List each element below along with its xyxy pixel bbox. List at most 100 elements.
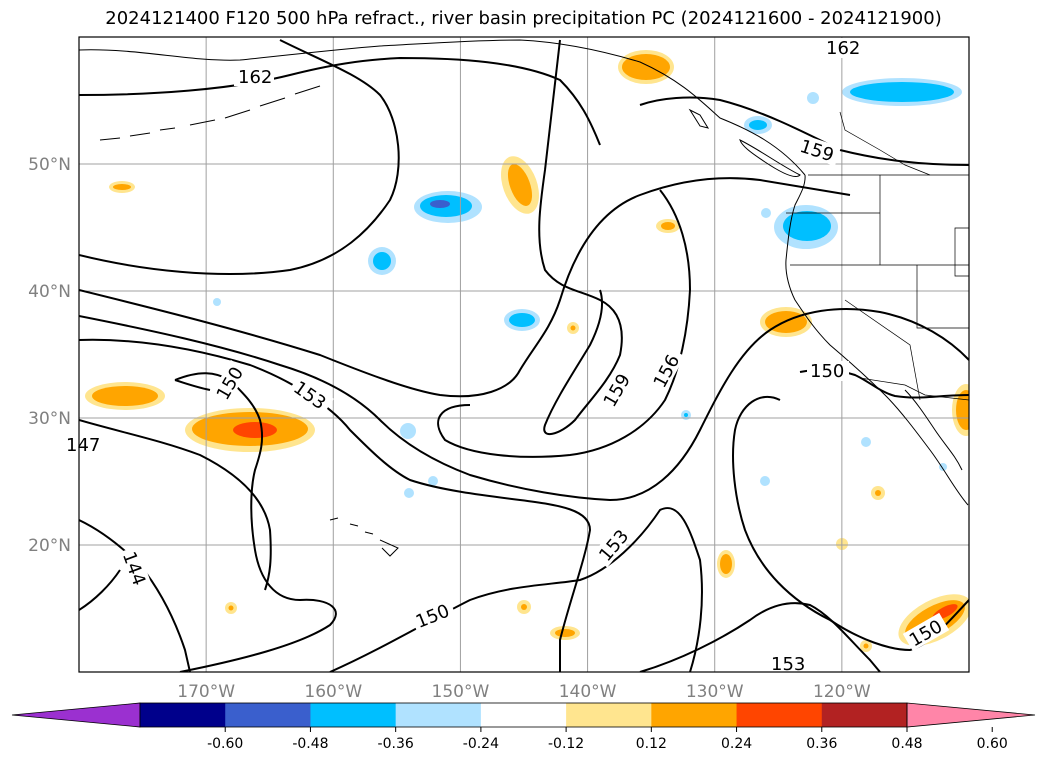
alaska-coastline [79,39,806,176]
contour-label: 150 [413,601,453,633]
axis-tick-labels: 20°N 30°N 40°N 50°N 170°W 160°W 150°W 140°W 130°… [28,155,871,702]
precip-negative-area [760,476,770,486]
contour-label: 162 [238,67,272,88]
precip-negative-area [761,208,771,218]
colorbar-segment [566,703,652,727]
precip-positive-area [875,490,881,496]
colorbar-tick-label: 0.48 [891,736,922,752]
precip-negative-area [807,92,819,104]
colorbar-tick-label: -0.24 [463,736,499,752]
precip-negative-area [213,298,221,306]
contour-label: 144 [118,549,149,588]
precip-positive-area [720,554,732,574]
colorbar-tick-label: -0.36 [378,736,414,752]
colorbar-tick-label: 0.36 [806,736,837,752]
contour-147 [79,419,272,591]
precip-positive-area [661,222,675,230]
political-borders [786,111,969,401]
map-frame [78,36,970,673]
colorbar-segment [736,703,823,727]
precip-negative-area [400,423,416,439]
colorbar-segment [310,703,397,727]
baja-california [904,389,963,471]
precip-negative-area [861,437,871,447]
precip-positive-area [92,386,158,406]
colorbar-segment [480,703,567,727]
precip-negative-area [404,488,414,498]
aleutian-islands [99,85,321,141]
gridlines [79,37,969,672]
us-mexico-border [859,377,969,401]
colorbar-extend-min [11,702,141,728]
hawaii-islands [329,517,399,557]
precip-negative-area [783,211,831,241]
contour-156 [437,189,692,458]
contour-label: 162 [826,38,860,59]
lat-tick-label: 40°N [28,282,71,302]
contour-labels: 162 162 159 159 156 153 153 153 150 150 … [66,38,950,675]
precip-negative-area [428,476,438,486]
lat-tick-label: 30°N [28,409,71,429]
colorbar-tick-label: -0.60 [207,736,243,752]
precip-positive-area [622,54,670,80]
lat-tick-label: 20°N [28,536,71,556]
contour-159 [79,39,400,276]
contour-150 [329,507,703,672]
vancouver-island [739,139,801,177]
colorbar-segment [140,703,226,727]
contour-162 [79,56,969,166]
contour-144 [79,519,191,672]
precip-negative-area [373,252,391,270]
precip-positive-area [555,629,575,637]
contour-153 [639,602,881,672]
precip-positive-area [228,605,234,611]
colorbar-segment [395,703,482,727]
precip-negative-area [749,120,767,130]
contour-144 [79,569,121,611]
precip-positive-area [956,390,969,430]
lon-tick-label: 130°W [686,682,744,702]
map-title: 2024121400 F120 500 hPa refract., river … [105,8,942,29]
canada-interior-border [839,111,931,176]
colorbar-extend-max [906,702,1036,728]
colorbar-segment [651,703,738,727]
contour-label: 159 [797,136,836,167]
precip-negative-area [509,313,535,327]
contour-159 [538,39,623,435]
contour-150 [174,372,337,672]
contour-153 [79,338,592,672]
precip-positive-area [863,643,869,649]
height-contours [79,39,969,672]
coastlines [79,39,969,557]
lon-tick-label: 160°W [304,682,362,702]
contour-label: 153 [771,654,805,675]
precip-positive-area [507,164,533,206]
lat-tick-label: 50°N [28,155,71,175]
precip-positive-area [113,184,131,190]
colorbar: -0.60 -0.48 -0.36 -0.24 -0.12 0.12 0.24 0.36 0.4… [11,702,1036,752]
contour-153 [79,308,969,502]
precip-negative-area [850,82,954,102]
queen-charlotte-islands [688,108,710,129]
precip-positive-area [521,604,527,610]
contour-label: 147 [66,435,100,456]
colorbar-tick-label: -0.48 [292,736,328,752]
precip-positive-area [570,325,576,331]
north-america-west-coast [785,174,969,506]
precipitation-shading [85,50,969,652]
colorbar-tick-label: -0.12 [548,736,584,752]
lon-tick-label: 170°W [177,682,235,702]
contour-156 [79,177,851,398]
colorbar-tick-label: 0.12 [636,736,667,752]
state-border [786,175,969,401]
colorbar-segment [225,703,311,727]
colorbar-segment [821,703,908,727]
colorbar-frame [139,702,908,728]
precip-strong-positive-area [233,422,277,438]
precip-strong-negative-area [430,200,450,208]
precip-negative-area [684,413,688,417]
lon-tick-label: 140°W [559,682,617,702]
contour-label: 150 [810,361,844,382]
colorbar-tick-label: 0.60 [977,736,1008,752]
